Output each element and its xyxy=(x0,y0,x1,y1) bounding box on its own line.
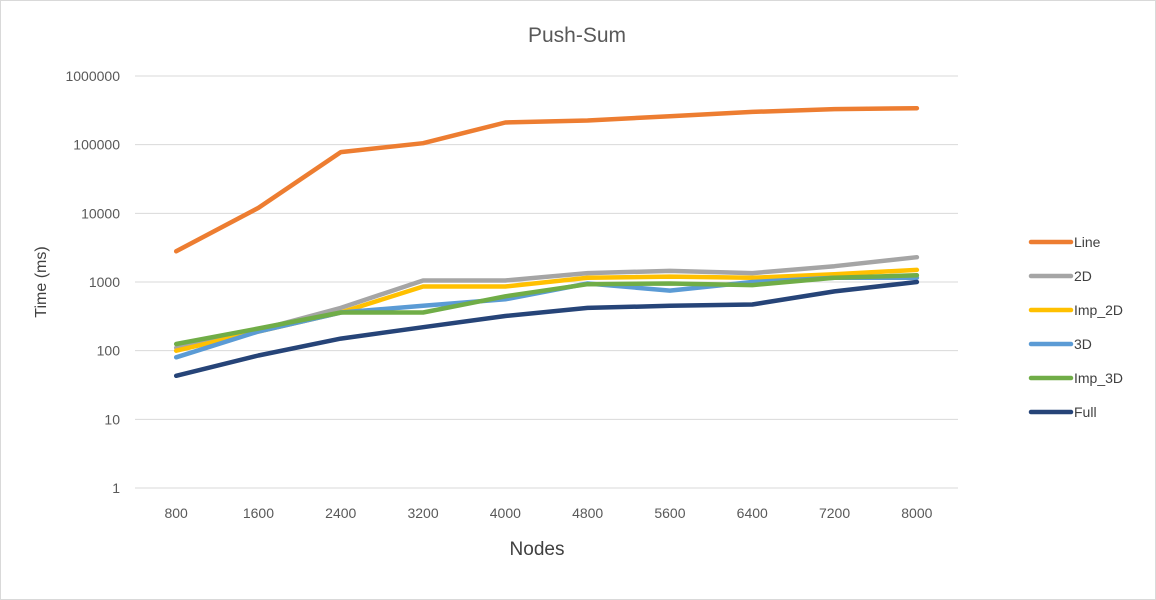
chart-title: Push-Sum xyxy=(528,24,626,47)
x-tick-label: 2400 xyxy=(325,505,356,521)
y-tick-label: 1000 xyxy=(89,274,120,290)
series-line-full xyxy=(173,279,920,379)
y-tick-label: 1000000 xyxy=(65,68,120,84)
y-tick-label: 10 xyxy=(104,411,120,427)
legend-label-imp-3d: Imp_3D xyxy=(1074,370,1123,386)
x-tick-label: 1600 xyxy=(243,505,274,521)
series-line-imp-3d xyxy=(173,273,920,347)
x-tick-label: 4000 xyxy=(490,505,521,521)
legend-label-imp-2d: Imp_2D xyxy=(1074,302,1123,318)
series-line-line xyxy=(173,105,920,254)
gridlines xyxy=(135,75,958,489)
series-lines xyxy=(173,105,920,379)
legend-label-full: Full xyxy=(1074,404,1097,420)
x-tick-label: 6400 xyxy=(737,505,768,521)
x-tick-label: 7200 xyxy=(819,505,850,521)
series-line-2d xyxy=(173,254,920,351)
y-tick-label: 10000 xyxy=(81,205,120,221)
x-axis-title: Nodes xyxy=(510,539,565,560)
legend-label-line: Line xyxy=(1074,234,1101,250)
x-axis-ticks: 800 1600 2400 3200 4000 4800 5600 6400 7200 8000 xyxy=(164,505,932,521)
x-tick-label: 4800 xyxy=(572,505,603,521)
legend-label-2d: 2D xyxy=(1074,268,1092,284)
legend: Line 2D Imp_2D 3D Imp_3D Full xyxy=(1028,234,1123,420)
y-axis-ticks: 1 10 100 1000 10000 100000 1000000 xyxy=(65,68,120,496)
x-tick-label: 3200 xyxy=(407,505,438,521)
y-tick-label: 1 xyxy=(112,480,120,496)
legend-label-3d: 3D xyxy=(1074,336,1092,352)
y-tick-label: 100000 xyxy=(73,137,120,153)
x-tick-label: 800 xyxy=(164,505,188,521)
y-axis-title: Time (ms) xyxy=(33,246,50,317)
x-tick-label: 8000 xyxy=(901,505,932,521)
y-tick-label: 100 xyxy=(97,343,121,359)
x-tick-label: 5600 xyxy=(654,505,685,521)
